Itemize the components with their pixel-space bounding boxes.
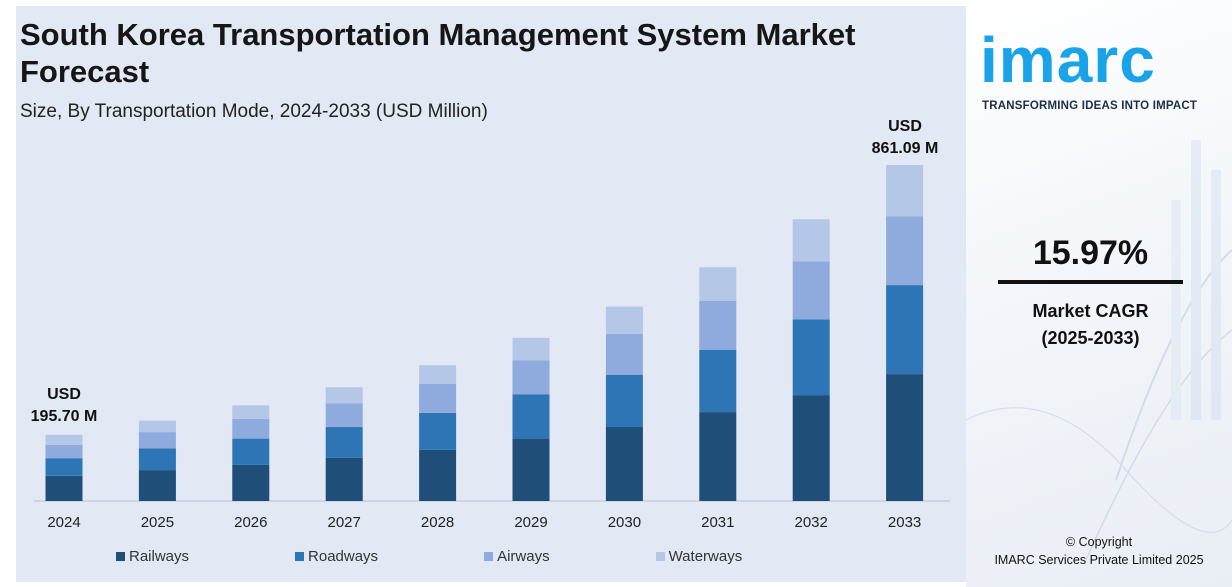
bar-roadways-2033 — [886, 285, 924, 374]
legend-label-waterways: Waterways — [668, 548, 743, 565]
x-tick-label-2029: 2029 — [514, 514, 547, 531]
cagr-label: Market CAGR (2025-2033) — [998, 298, 1183, 352]
side-panel: imarc TRANSFORMING IDEAS INTO IMPACT 15.… — [966, 0, 1232, 587]
legend-label-railways: Railways — [129, 548, 190, 565]
bar-airways-2033 — [886, 216, 924, 286]
chart-title: South Korea Transportation Management Sy… — [20, 17, 856, 89]
bar-waterways-2027 — [325, 387, 363, 404]
bar-airways-2024 — [45, 445, 83, 459]
bar-roadways-2032 — [792, 319, 830, 396]
bar-airways-2026 — [232, 418, 270, 439]
x-tick-label-2028: 2028 — [421, 514, 454, 531]
x-tick-label-2033: 2033 — [888, 514, 921, 531]
x-tick-label-2025: 2025 — [141, 514, 174, 531]
legend-swatch-waterways — [655, 552, 665, 561]
bar-railways-2033 — [886, 374, 924, 501]
start-total-label-line1: USD — [47, 386, 81, 403]
bar-roadways-2031 — [699, 350, 737, 413]
x-tick-label-2026: 2026 — [234, 514, 267, 531]
bar-waterways-2030 — [605, 306, 643, 334]
bar-roadways-2027 — [325, 427, 363, 458]
legend: Railways Roadways Airways Waterways — [116, 548, 848, 565]
legend-label-roadways: Roadways — [308, 548, 379, 565]
bar-waterways-2032 — [792, 219, 830, 262]
bar-railways-2030 — [605, 427, 643, 501]
x-tick-label-2032: 2032 — [795, 514, 828, 531]
end-total-label-line2: 861.09 M — [872, 140, 939, 157]
imarc-logo: imarc — [980, 24, 1156, 96]
end-total-label-line1: USD — [888, 118, 922, 135]
copyright-line1: © Copyright — [1065, 535, 1133, 549]
bar-railways-2029 — [512, 438, 550, 501]
legend-swatch-airways — [484, 552, 494, 561]
bar-waterways-2026 — [232, 405, 270, 419]
legend-item-airways: Airways — [484, 548, 550, 565]
chart-subtitle: Size, By Transportation Mode, 2024-2033 … — [20, 101, 488, 122]
bar-roadways-2024 — [45, 458, 83, 476]
brand-tagline: TRANSFORMING IDEAS INTO IMPACT — [982, 100, 1198, 112]
legend-swatch-railways — [116, 552, 125, 561]
bar-airways-2025 — [138, 432, 176, 449]
bar-railways-2026 — [232, 464, 270, 501]
bar-railways-2027 — [325, 457, 363, 501]
bar-waterways-2029 — [512, 337, 550, 361]
bar-waterways-2028 — [419, 365, 457, 384]
copyright-line2: IMARC Services Private Limited 2025 — [994, 553, 1204, 567]
bar-roadways-2028 — [419, 412, 457, 450]
x-tick-labels: 2024 2025 2026 2027 2028 2029 2030 2031 2032 2033 — [47, 514, 921, 531]
bar-airways-2027 — [325, 403, 363, 428]
cagr-label-line2: (2025-2033) — [1041, 328, 1140, 348]
bar-waterways-2024 — [45, 434, 83, 445]
bar-railways-2032 — [792, 395, 830, 501]
bars-group — [45, 165, 924, 501]
bar-waterways-2025 — [138, 420, 176, 433]
x-tick-label-2030: 2030 — [608, 514, 641, 531]
bar-roadways-2026 — [232, 438, 270, 465]
legend-item-roadways: Roadways — [295, 548, 378, 565]
x-tick-label-2027: 2027 — [328, 514, 361, 531]
bar-waterways-2031 — [699, 267, 737, 301]
legend-item-railways: Railways — [116, 548, 189, 565]
cagr-label-line1: Market CAGR — [1032, 301, 1149, 321]
start-total-label-line2: 195.70 M — [31, 408, 98, 425]
bar-airways-2031 — [699, 300, 737, 350]
cagr-divider — [998, 280, 1183, 284]
bar-roadways-2025 — [138, 448, 176, 471]
cagr-value: 15.97% — [1032, 234, 1149, 272]
bar-airways-2029 — [512, 360, 550, 395]
bar-airways-2028 — [419, 383, 457, 413]
bar-airways-2032 — [792, 261, 830, 320]
bar-railways-2028 — [419, 449, 457, 501]
bar-roadways-2029 — [512, 394, 550, 439]
x-tick-label-2024: 2024 — [47, 514, 80, 531]
decorative-chart-background — [966, 140, 1232, 561]
x-tick-label-2031: 2031 — [701, 514, 734, 531]
bar-railways-2024 — [45, 475, 83, 501]
bar-railways-2025 — [138, 470, 176, 501]
legend-label-airways: Airways — [497, 548, 550, 565]
stacked-bar-chart: 2024 2025 2026 2027 2028 2029 2030 2031 2032 2033… — [31, 118, 950, 531]
copyright: © Copyright IMARC Services Private Limit… — [966, 533, 1232, 569]
legend-swatch-roadways — [295, 552, 305, 561]
bar-railways-2031 — [699, 412, 737, 501]
bar-roadways-2030 — [605, 374, 643, 427]
bar-waterways-2033 — [886, 165, 924, 217]
bar-airways-2030 — [605, 334, 643, 375]
legend-item-waterways: Waterways — [655, 548, 743, 565]
